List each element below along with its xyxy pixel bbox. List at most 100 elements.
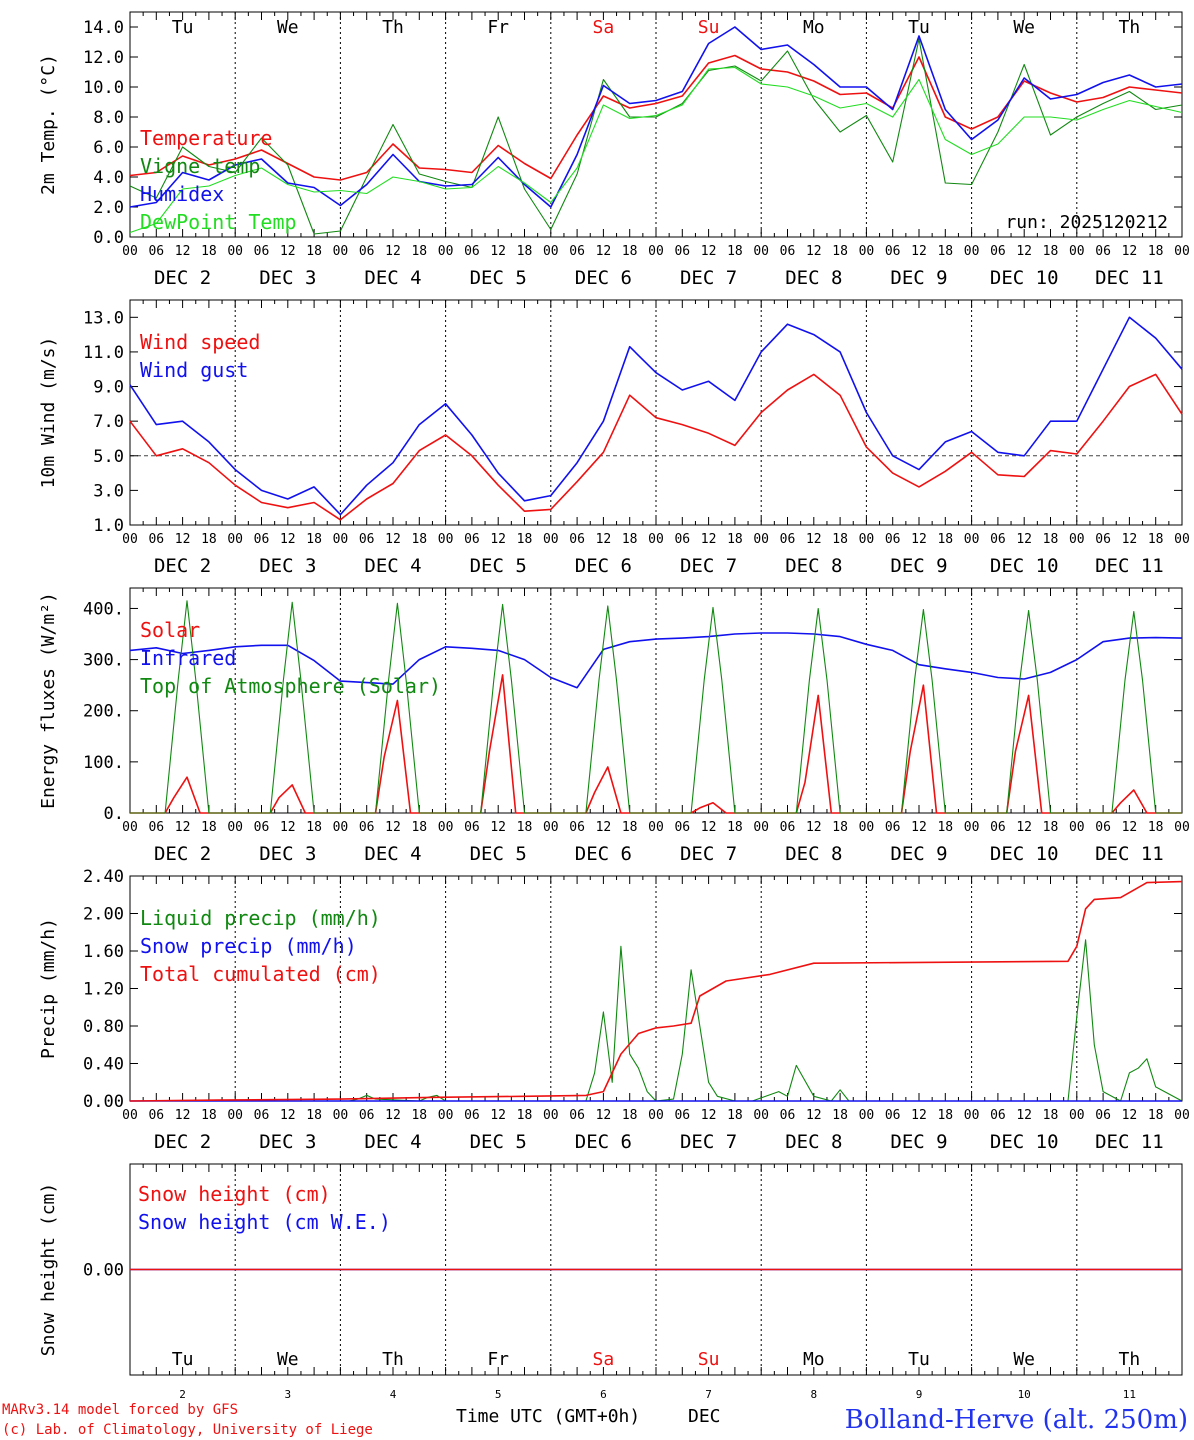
date-label: DEC 10 (990, 1131, 1059, 1153)
y-axis-label: 10m Wind (m/s) (38, 337, 59, 489)
y-tick-label: 100. (83, 753, 124, 773)
hour-label: 06 (990, 1108, 1006, 1123)
y-tick-label: 8.0 (93, 108, 124, 128)
weekday-label: Tu (908, 1349, 930, 1370)
date-label: DEC 8 (785, 843, 842, 865)
hour-label: 18 (622, 1108, 638, 1123)
series-infrared (129, 632, 1183, 689)
hour-label: 18 (306, 532, 322, 547)
hour-label: 12 (385, 532, 401, 547)
hour-label: 12 (596, 244, 612, 259)
y-tick-label: 4.0 (93, 168, 124, 188)
y-tick-label: 1.0 (93, 516, 124, 536)
weekday-label: We (277, 1349, 299, 1370)
date-label: DEC 8 (785, 555, 842, 577)
date-label: DEC 10 (990, 555, 1059, 577)
hour-label: 12 (1016, 820, 1032, 835)
date-label: DEC 2 (154, 267, 211, 289)
hour-label: 00 (543, 532, 559, 547)
y-tick-label: 5.0 (93, 447, 124, 467)
hour-label: 18 (517, 1108, 533, 1123)
legend-entry: DewPoint Temp (140, 210, 297, 234)
hour-label: 12 (701, 244, 717, 259)
hour-label: 00 (438, 532, 454, 547)
date-label: DEC 7 (680, 267, 737, 289)
date-label: DEC 9 (890, 267, 947, 289)
weekday-label: Sa (593, 1349, 615, 1370)
series-humidex (129, 26, 1183, 208)
date-label: DEC 4 (364, 1131, 421, 1153)
hour-label: 00 (859, 244, 875, 259)
hour-label: 00 (753, 532, 769, 547)
hour-label: 06 (1095, 1108, 1111, 1123)
legend-entry: Snow height (cm W.E.) (138, 1210, 391, 1234)
hour-label: 12 (806, 532, 822, 547)
y-tick-label: 400. (83, 599, 124, 619)
hour-label: 12 (701, 820, 717, 835)
hour-label: 06 (1095, 532, 1111, 547)
panel-precip: 0.00 0.40 0.80 1.20 1.60 2.00 2.40 Precip (mm/h… (38, 867, 1190, 1153)
date-label: DEC 7 (680, 555, 737, 577)
hour-label: 18 (517, 244, 533, 259)
day-number-label: 11 (1123, 1388, 1136, 1401)
hour-label: 12 (596, 820, 612, 835)
hour-label: 12 (490, 244, 506, 259)
hour-label: 00 (122, 244, 138, 259)
hour-label: 06 (359, 244, 375, 259)
hour-label: 12 (701, 532, 717, 547)
weekday-label: Th (1119, 1349, 1141, 1370)
weekday-label: Fr (487, 1349, 509, 1370)
y-tick-label: 0. (104, 804, 124, 824)
hour-label: 00 (333, 532, 349, 547)
date-label: DEC 8 (785, 267, 842, 289)
y-tick-label: 2.40 (83, 867, 124, 887)
hour-label: 18 (411, 532, 427, 547)
hour-label: 00 (227, 532, 243, 547)
hour-label: 00 (1069, 820, 1085, 835)
hour-label: 06 (359, 532, 375, 547)
hour-label: 18 (201, 1108, 217, 1123)
y-tick-label: 0.00 (83, 1261, 124, 1281)
y-tick-label: 7.0 (93, 412, 124, 432)
hour-label: 18 (517, 820, 533, 835)
hour-label: 06 (885, 1108, 901, 1123)
hour-label: 00 (1069, 244, 1085, 259)
hour-label: 12 (806, 820, 822, 835)
hour-label: 06 (569, 244, 585, 259)
hour-label: 12 (806, 244, 822, 259)
hour-label: 06 (254, 1108, 270, 1123)
hour-label: 00 (438, 1108, 454, 1123)
weekday-label: Tu (908, 17, 930, 38)
weekday-label: Fr (487, 17, 509, 38)
panel-snow: 0.00 Snow height (cm) Snow height (cm) Snow… (38, 1163, 1183, 1401)
hour-label: 18 (411, 1108, 427, 1123)
hour-label: 06 (569, 820, 585, 835)
hour-label: 06 (990, 820, 1006, 835)
hour-label: 06 (885, 820, 901, 835)
hour-label: 12 (911, 244, 927, 259)
hour-label: 06 (569, 1108, 585, 1123)
hour-label: 06 (254, 820, 270, 835)
legend-entry: Top of Atmosphere (Solar) (140, 674, 441, 698)
hour-label: 18 (727, 1108, 743, 1123)
date-label: DEC 5 (470, 555, 527, 577)
hour-label: 00 (964, 820, 980, 835)
y-tick-label: 10.0 (83, 78, 124, 98)
hour-label: 18 (832, 532, 848, 547)
hour-label: 06 (359, 1108, 375, 1123)
hour-label: 00 (964, 1108, 980, 1123)
hour-label: 06 (1095, 820, 1111, 835)
series-total-cumulated-cm- (129, 880, 1183, 1102)
legend-entry: Solar (140, 618, 200, 642)
date-label: DEC 11 (1095, 843, 1164, 865)
weekday-label: Su (698, 1349, 720, 1370)
y-tick-label: 0.00 (83, 1092, 124, 1112)
hour-label: 06 (464, 244, 480, 259)
hour-label: 00 (333, 820, 349, 835)
hour-label: 12 (911, 1108, 927, 1123)
hour-label: 00 (438, 820, 454, 835)
date-label: DEC 2 (154, 1131, 211, 1153)
date-label: DEC 2 (154, 555, 211, 577)
hour-label: 18 (832, 244, 848, 259)
hour-label: 00 (122, 820, 138, 835)
